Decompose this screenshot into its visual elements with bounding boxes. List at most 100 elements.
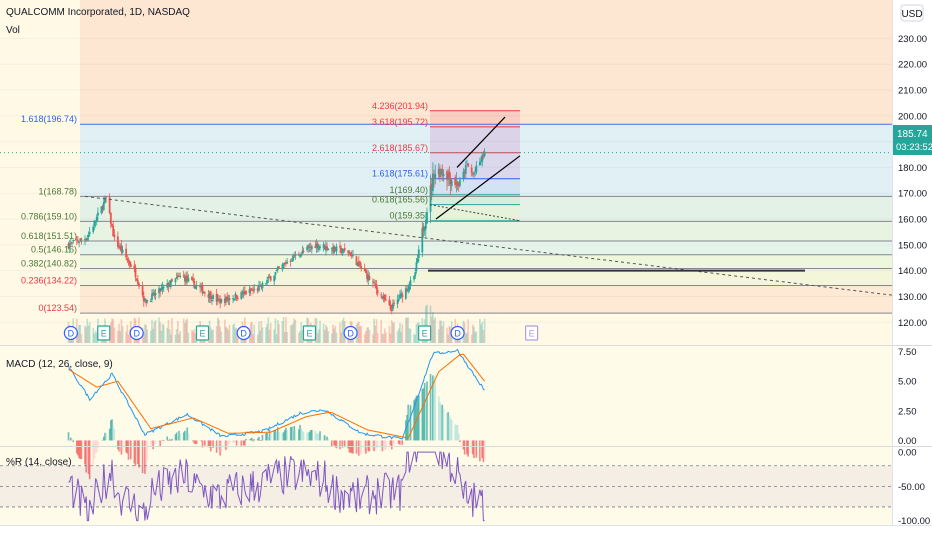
price-tick-label: 160.00 — [898, 215, 927, 226]
macd-histogram-bar — [118, 440, 120, 452]
macd-histogram-bar — [117, 440, 119, 450]
macd-histogram-bar — [138, 440, 140, 468]
currency-badge[interactable] — [900, 4, 924, 22]
candle-body — [325, 246, 327, 251]
candle-body — [87, 234, 90, 238]
volume-bar — [372, 334, 374, 343]
candle-body — [415, 262, 418, 271]
candle-body — [285, 262, 287, 264]
earnings-marker — [97, 325, 111, 341]
volume-bar — [447, 334, 449, 343]
macd-histogram-bar — [171, 438, 173, 441]
candle-body — [94, 220, 97, 222]
macd-histogram-bar — [421, 389, 424, 441]
price-tick-label: 140.00 — [898, 266, 927, 277]
macd-histogram-bar — [101, 439, 104, 441]
macd-histogram-bar — [127, 440, 130, 460]
candle-body — [448, 171, 451, 178]
volume-bar — [316, 333, 319, 343]
volume-bar — [121, 326, 124, 343]
macd-histogram-bar — [343, 440, 346, 448]
candle-body — [121, 249, 124, 253]
candle-body — [397, 299, 400, 301]
volume-bar — [95, 332, 98, 343]
zone-band — [80, 268, 892, 286]
candle-body — [202, 291, 205, 294]
earnings-marker — [302, 325, 317, 341]
candle-body — [315, 243, 318, 248]
symbol-title[interactable]: QUALCOMM Incorporated, 1D, NASDAQ — [6, 7, 190, 18]
price-scale[interactable] — [892, 0, 932, 550]
time-axis-background — [0, 525, 932, 550]
macd-histogram-bar — [142, 440, 145, 471]
volume-bar — [256, 334, 259, 343]
macd-histogram-bar — [441, 404, 444, 441]
williams-r-label[interactable]: %R (14, close) — [6, 457, 72, 468]
candle-body — [250, 289, 253, 291]
macd-histogram-bar — [426, 381, 428, 441]
volume-bar — [483, 318, 486, 343]
macd-histogram-bar — [462, 440, 465, 450]
candle-body — [276, 267, 279, 270]
macd-histogram-bar — [111, 419, 113, 441]
macd-histogram-bar — [244, 440, 246, 446]
event-letter: D — [240, 329, 247, 339]
macd-histogram-bar — [78, 440, 80, 459]
candle-body — [241, 293, 244, 295]
volume-bar — [178, 334, 180, 343]
candle-body — [300, 253, 303, 256]
macd-histogram-bar — [385, 440, 387, 450]
volume-bar — [113, 327, 116, 343]
volume-bar — [236, 333, 239, 343]
macd-histogram-bar — [160, 440, 163, 444]
candle-body — [470, 167, 473, 173]
macd-histogram-bar — [177, 436, 179, 441]
macd-histogram-bar — [448, 414, 451, 441]
candle-body — [299, 256, 301, 258]
macd-histogram-bar — [285, 427, 287, 441]
volume-bar — [224, 319, 226, 343]
candle-body — [72, 240, 75, 242]
macd-histogram-bar — [356, 440, 359, 452]
candle-body — [112, 225, 115, 237]
event-letter: E — [306, 329, 312, 339]
macd-histogram-bar — [368, 440, 371, 452]
volume-bar — [408, 328, 411, 343]
macd-histogram-bar — [72, 440, 75, 442]
macd-histogram-bar — [382, 440, 385, 451]
volume-bar — [211, 330, 213, 343]
volume-bar — [169, 334, 172, 343]
volume-bar — [78, 324, 80, 343]
macd-histogram-bar — [268, 429, 271, 441]
macd-histogram-bar — [185, 431, 187, 441]
volume-label[interactable]: Vol — [6, 25, 20, 36]
volume-bar — [335, 332, 338, 343]
candle-body — [401, 294, 404, 298]
candle-body — [183, 275, 186, 282]
candle-body — [348, 252, 351, 254]
candle-body — [409, 280, 412, 286]
volume-bar — [425, 305, 427, 343]
candle-body — [292, 255, 294, 262]
candle-body — [400, 293, 403, 297]
macd-histogram-bar — [442, 408, 445, 441]
fib-extension-label: 3.618(195.72) — [372, 117, 428, 127]
macd-histogram-bar — [80, 440, 83, 460]
volume-bar — [399, 322, 401, 343]
fib-level-label: 0.786(159.10) — [21, 211, 77, 221]
volume-bar — [161, 323, 164, 343]
candle-body — [273, 275, 276, 282]
volume-bar — [235, 328, 238, 343]
macd-histogram-bar — [211, 440, 213, 447]
williams-r-line — [68, 451, 485, 522]
candle-body — [174, 278, 177, 283]
macd-histogram-bar — [479, 440, 481, 462]
volume-bar — [396, 331, 399, 343]
price-tick-label: 200.00 — [898, 111, 927, 122]
macd-histogram-bar — [84, 440, 86, 465]
macd-histogram-bar — [359, 440, 361, 455]
candle-body — [102, 201, 105, 210]
macd-label[interactable]: MACD (12, 26, close, 9) — [6, 359, 113, 370]
macd-histogram-bar — [201, 440, 204, 448]
price-tick-label: 150.00 — [898, 240, 927, 251]
